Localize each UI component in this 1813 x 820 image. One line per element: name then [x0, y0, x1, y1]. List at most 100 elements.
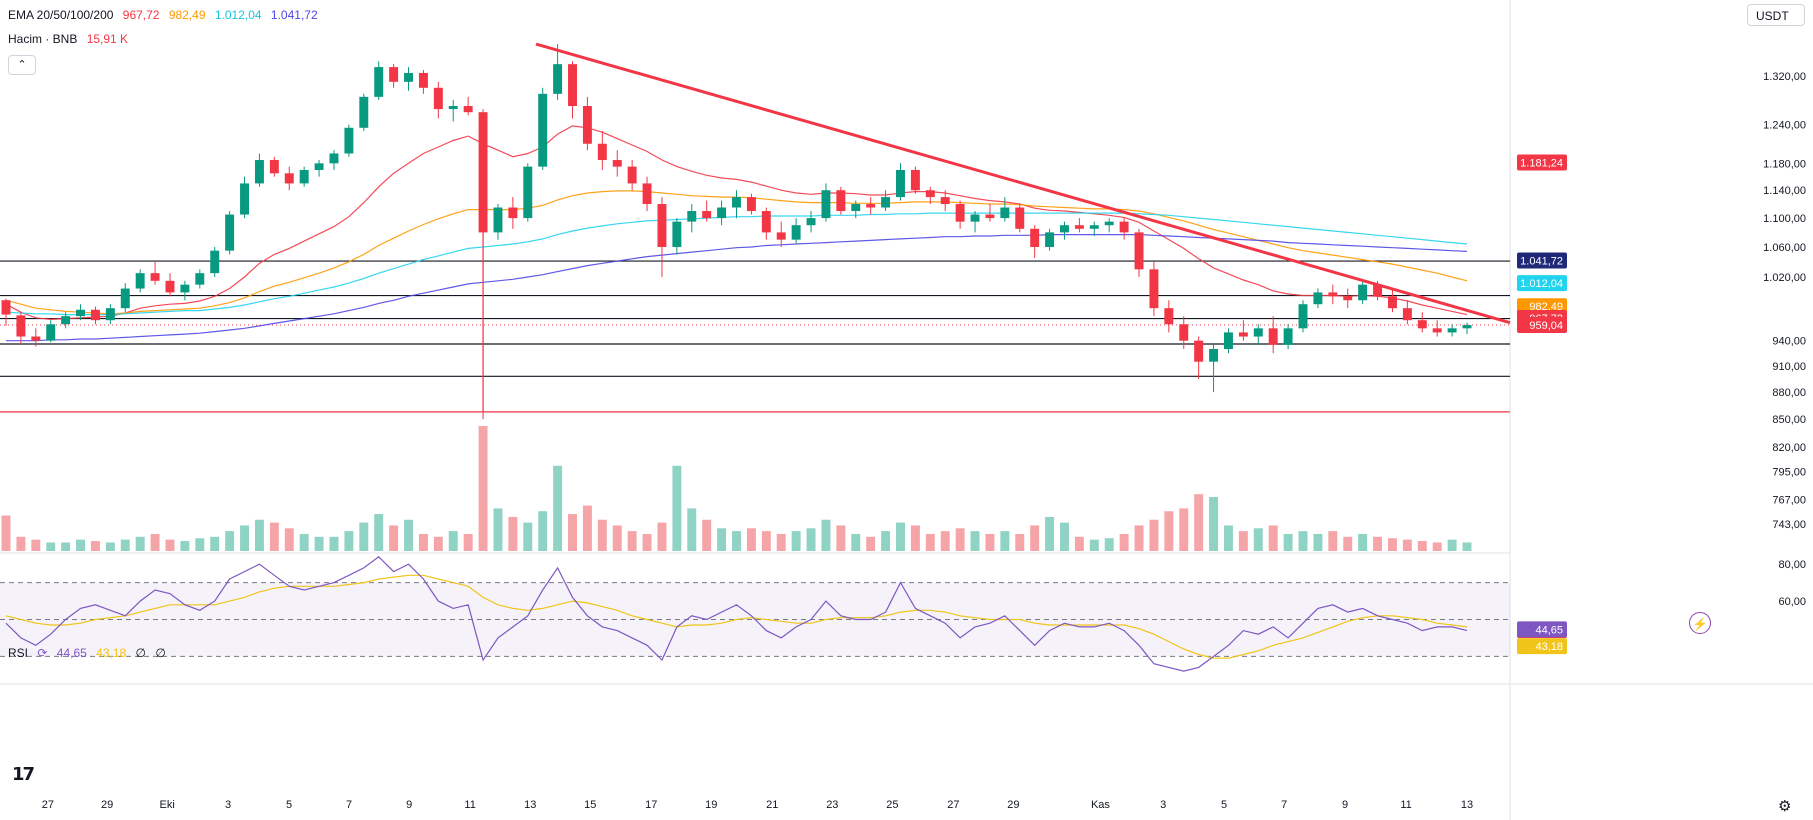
candle	[970, 211, 980, 233]
volume-bar	[791, 531, 801, 551]
price-tick-label: 910,00	[1772, 361, 1806, 373]
candle	[806, 211, 816, 233]
refresh-icon: ⟳	[37, 646, 48, 660]
candle	[955, 200, 965, 229]
time-tick-label: 15	[584, 799, 596, 811]
rsi-tick-label: 80,00	[1778, 559, 1806, 571]
volume-bar	[269, 522, 279, 551]
volume-bar	[404, 519, 413, 551]
trendline[interactable]	[535, 42, 1511, 325]
candle	[284, 166, 294, 191]
time-tick-label: 23	[826, 799, 838, 811]
volume-legend[interactable]: Hacim · BNB 15,91 K	[8, 32, 134, 46]
rsi-legend[interactable]: RSI ⟳ 44,65 43,18 ∅ ∅	[8, 646, 172, 660]
time-tick-label: 9	[1342, 799, 1348, 811]
candle-body	[627, 166, 637, 184]
volume-bar	[761, 531, 771, 551]
rsi-signal-line	[5, 574, 1468, 659]
volume-bar	[702, 519, 712, 551]
ema200-line	[6, 234, 1468, 342]
volume-bar	[448, 531, 458, 551]
volume-bar	[1209, 497, 1219, 551]
candle	[180, 280, 190, 301]
volume-bar	[1387, 538, 1397, 551]
price-tick-label: 1.320,00	[1763, 71, 1806, 83]
candle-body	[225, 214, 235, 251]
time-tick-label: 11	[464, 799, 475, 811]
volume-bar	[896, 522, 905, 551]
volume-bar	[910, 525, 920, 551]
candle	[1194, 336, 1204, 379]
candle	[642, 176, 652, 212]
volume-bar	[642, 533, 652, 551]
candle-body	[582, 106, 592, 144]
price-badge-bg	[1517, 275, 1567, 292]
candle	[1060, 221, 1069, 240]
volume-bar	[284, 528, 294, 551]
candle-body	[389, 67, 399, 82]
lightning-icon[interactable]: ⚡	[1689, 612, 1711, 634]
candle-body	[1194, 340, 1204, 362]
candle-body	[717, 207, 727, 219]
candle	[985, 204, 995, 222]
collapse-legend-button[interactable]: ⌃	[8, 55, 36, 75]
volume-bar	[553, 465, 563, 551]
candle-body	[493, 207, 503, 233]
rsi-pane	[0, 556, 1510, 672]
candle-body	[1164, 308, 1174, 325]
volume-bar	[1447, 539, 1457, 551]
volume-bar	[627, 531, 637, 551]
candle-body	[1402, 308, 1412, 321]
time-tick-label: 27	[42, 799, 54, 811]
volume-bar	[463, 533, 473, 551]
time-tick-label: 25	[886, 799, 898, 811]
volume-bar	[568, 514, 577, 551]
volume-bar	[657, 522, 667, 551]
volume-bar	[1000, 531, 1010, 551]
candle	[508, 197, 518, 229]
volume-bar	[389, 525, 399, 551]
candle-body	[910, 169, 920, 191]
price-tick-label: 1.100,00	[1763, 213, 1806, 225]
candle	[1268, 316, 1278, 354]
candle-body	[1432, 328, 1442, 333]
volume-bar	[881, 531, 891, 551]
candle	[344, 124, 354, 157]
candle	[374, 61, 384, 100]
volume-bar	[1238, 531, 1248, 551]
volume-bar	[195, 538, 205, 551]
time-axis: 27 29 Eki 3 5 7 9 11 13 15 17 19 21 23 25 27 29 Kas 3 5 7 9 11…	[42, 799, 1473, 811]
volume-bar	[582, 505, 592, 551]
volume-bar	[359, 522, 369, 551]
candle-body	[359, 96, 369, 128]
volume-bar	[210, 536, 220, 551]
candle-body	[896, 169, 905, 198]
price-badge-bg	[1517, 252, 1567, 269]
candle	[1104, 218, 1114, 233]
gear-icon[interactable]: ⚙	[1778, 798, 1792, 815]
volume-bar	[1402, 539, 1412, 551]
volume-bar	[493, 508, 503, 551]
candle	[1000, 197, 1010, 222]
candle	[1358, 280, 1368, 305]
volume-bar	[940, 531, 950, 551]
candle-body	[1447, 328, 1457, 333]
candle	[1313, 288, 1323, 309]
candle-body	[1104, 221, 1114, 226]
candle-body	[881, 197, 891, 208]
price-badge-bg	[1517, 154, 1567, 171]
price-badge-text: 1.181,24	[1520, 158, 1563, 170]
candle	[389, 64, 399, 88]
candle	[46, 320, 56, 343]
currency-selector[interactable]: USDT	[1747, 4, 1805, 26]
candle	[1149, 261, 1159, 317]
volume-bar	[1089, 539, 1099, 551]
ema-legend[interactable]: EMA 20/50/100/200 967,72 982,49 1.012,04…	[8, 8, 324, 22]
ema20-line	[5, 125, 1468, 321]
ema200-value: 1.041,72	[270, 8, 318, 22]
volume-bar	[1462, 542, 1472, 551]
candle-body	[1358, 284, 1368, 301]
volume-bar	[418, 533, 428, 551]
